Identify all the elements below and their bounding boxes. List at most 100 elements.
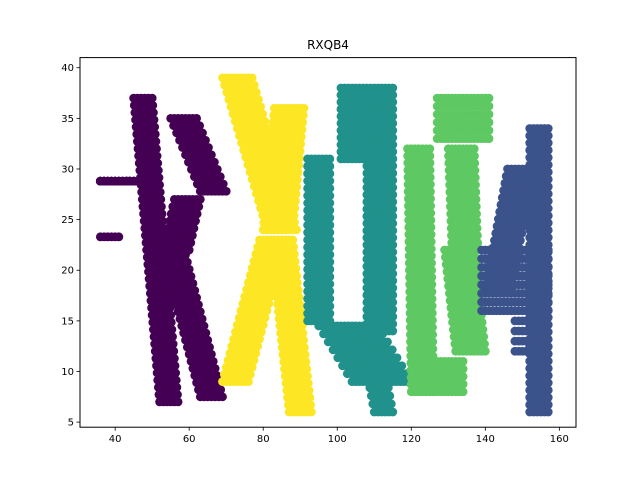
scatter-point	[543, 124, 553, 133]
scatter-point	[471, 194, 481, 204]
scatter-point	[426, 222, 436, 232]
scatter-point	[325, 183, 335, 193]
scatter-point	[325, 169, 335, 178]
scatter-point	[427, 287, 437, 297]
scatter-point	[173, 390, 182, 400]
scatter-point	[249, 355, 259, 365]
scatter-point	[426, 201, 436, 211]
scatter-point	[388, 197, 398, 207]
scatter-point	[293, 175, 302, 185]
scatter-point	[426, 187, 435, 197]
scatter-point	[293, 285, 303, 295]
scatter-point	[425, 151, 435, 161]
scatter-point	[204, 143, 213, 152]
scatter-point	[256, 327, 266, 337]
scatter-point	[388, 319, 398, 329]
scatter-point	[216, 385, 226, 395]
scatter-point	[301, 357, 311, 367]
scatter-point	[427, 265, 437, 275]
scatter-point	[543, 262, 553, 272]
scatter-point	[543, 245, 553, 255]
scatter-point	[388, 226, 398, 235]
scatter-point	[325, 294, 335, 304]
scatter-point	[427, 272, 437, 282]
scatter-point	[543, 393, 553, 402]
scatter-point	[156, 194, 166, 204]
scatter-point	[199, 321, 209, 331]
scatter-point	[388, 211, 398, 221]
scatter-point	[188, 279, 198, 288]
scatter-point	[157, 209, 167, 219]
scatter-point	[529, 164, 538, 174]
scatter-point	[383, 383, 393, 393]
scatter-point	[153, 158, 163, 168]
scatter-point	[458, 387, 468, 397]
y-tick-label: 15	[61, 316, 74, 327]
scatter-point	[148, 100, 158, 110]
scatter-point	[166, 310, 176, 320]
scatter-point	[470, 151, 479, 161]
scatter-point	[221, 186, 231, 196]
scatter-point	[471, 202, 481, 212]
y-axis: 5 10 15 20 25 30 35 40	[61, 63, 80, 429]
scatter-point	[388, 111, 398, 121]
scatter-point	[251, 348, 261, 358]
scatter-point	[205, 342, 214, 352]
scatter-point	[190, 286, 200, 295]
scatter-point	[325, 206, 335, 215]
scatter-point	[388, 269, 398, 279]
scatter-point	[304, 386, 314, 395]
scatter-point	[484, 126, 494, 135]
scatter-point	[247, 73, 257, 83]
scatter-point	[543, 378, 553, 388]
scatter-point	[543, 145, 553, 155]
scatter-point	[458, 379, 468, 389]
scatter-point	[325, 242, 335, 252]
scatter-point	[397, 361, 407, 371]
scatter-point	[425, 180, 435, 189]
scatter-point	[387, 345, 397, 355]
scatter-point	[480, 339, 489, 349]
scatter-point	[187, 231, 197, 240]
series-1-points	[218, 73, 316, 417]
y-tick-label: 35	[61, 114, 74, 125]
scatter-point	[325, 250, 335, 259]
scatter-point	[525, 186, 534, 195]
scatter-point	[292, 271, 302, 281]
scatter-point	[192, 113, 202, 123]
scatter-point	[249, 80, 259, 90]
scatter-point	[543, 385, 553, 395]
scatter-point	[484, 118, 494, 127]
scatter-point	[168, 332, 177, 342]
scatter-point	[158, 216, 168, 226]
series-4-points	[477, 124, 553, 417]
scatter-point	[522, 200, 532, 210]
scatter-point	[215, 172, 225, 182]
scatter-point	[325, 264, 335, 274]
scatter-point	[303, 371, 312, 381]
scatter-point	[427, 251, 436, 261]
scatter-point	[151, 137, 161, 146]
scatter-point	[325, 228, 335, 237]
scatter-point	[256, 102, 265, 112]
scatter-point	[255, 334, 264, 344]
x-tick-label: 60	[183, 434, 196, 445]
scatter-point	[373, 321, 383, 331]
scatter-point	[181, 250, 190, 260]
scatter-point	[543, 174, 553, 184]
scatter-point	[201, 328, 211, 338]
scatter-point	[519, 214, 529, 224]
scatter-point	[299, 103, 309, 113]
scatter-point	[532, 336, 542, 346]
scatter-point	[289, 249, 299, 259]
scatter-point	[293, 168, 303, 177]
scatter-point	[388, 254, 398, 264]
scatter-point	[543, 254, 553, 264]
scatter-point	[208, 356, 218, 366]
scatter-point	[388, 90, 398, 100]
scatter-point	[427, 280, 437, 289]
scatter-point	[388, 126, 398, 135]
scatter-point	[289, 242, 299, 252]
scatter-point	[382, 375, 392, 385]
scatter-point	[258, 320, 268, 330]
